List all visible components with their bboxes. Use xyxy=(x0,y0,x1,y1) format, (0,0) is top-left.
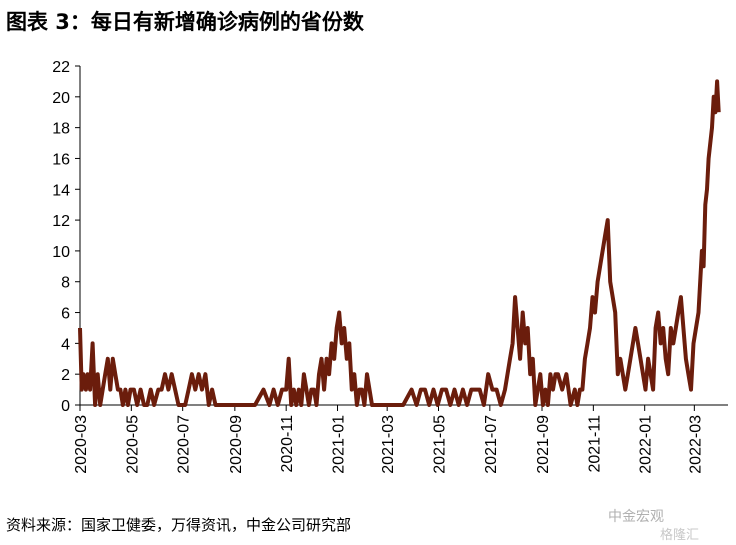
x-tick-label: 2020-07 xyxy=(176,415,193,474)
y-axis-tick-labels: 0 2 4 6 8 10 12 14 16 18 20 22 xyxy=(52,59,70,415)
series-line xyxy=(78,79,721,407)
watermark: 中金宏观 xyxy=(608,509,664,525)
x-tick-label: 2020-03 xyxy=(73,415,90,474)
source-note: 资料来源：国家卫健委，万得资讯，中金公司研究部 xyxy=(6,516,352,534)
x-tick-label: 2020-11 xyxy=(279,415,296,473)
y-tick-label: 4 xyxy=(61,336,70,353)
y-tick-label: 18 xyxy=(52,121,70,138)
y-tick-label: 2 xyxy=(61,367,70,384)
y-tick-label: 14 xyxy=(52,182,70,199)
y-tick-label: 10 xyxy=(52,244,70,261)
x-tick-label: 2022-01 xyxy=(638,415,655,474)
x-tick-label: 2021-05 xyxy=(432,415,449,474)
x-tick-label: 2022-03 xyxy=(687,415,704,474)
x-tick-label: 2021-01 xyxy=(331,415,348,474)
y-tick-label: 16 xyxy=(52,151,70,168)
y-tick-label: 12 xyxy=(52,213,70,230)
chart-title: 图表 3：每日有新增确诊病例的省份数 xyxy=(6,10,364,34)
x-tick-label: 2021-09 xyxy=(535,415,552,474)
x-tick-label: 2021-03 xyxy=(380,415,397,474)
y-tick-label: 22 xyxy=(52,59,70,76)
y-tick-label: 0 xyxy=(61,398,70,415)
y-tick-label: 6 xyxy=(61,306,70,323)
y-tick-label: 8 xyxy=(61,275,70,292)
x-tick-label: 2020-05 xyxy=(124,415,141,474)
x-tick-label: 2021-11 xyxy=(586,415,603,473)
y-tick-label: 20 xyxy=(52,90,70,107)
x-tick-label: 2020-09 xyxy=(228,415,245,474)
watermark-secondary: 格隆汇 xyxy=(660,528,700,543)
x-tick-label: 2021-07 xyxy=(483,415,500,474)
x-axis-tick-labels: 2020-03 2020-05 2020-07 2020-09 2020-11 2021-… xyxy=(73,415,704,474)
